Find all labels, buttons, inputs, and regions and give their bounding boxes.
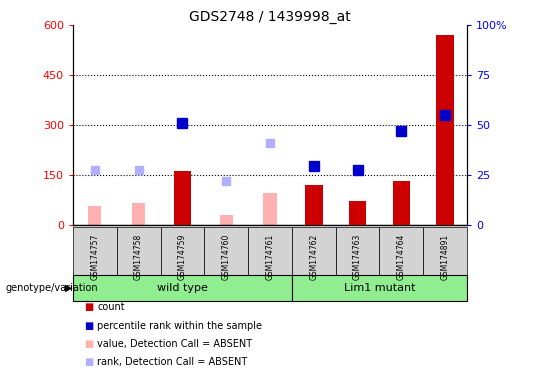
Text: ■: ■ <box>84 358 93 367</box>
Bar <box>393 181 410 225</box>
Title: GDS2748 / 1439998_at: GDS2748 / 1439998_at <box>189 10 351 24</box>
Text: GSM174761: GSM174761 <box>266 234 274 280</box>
Bar <box>305 185 322 225</box>
Text: rank, Detection Call = ABSENT: rank, Detection Call = ABSENT <box>97 358 247 367</box>
Text: value, Detection Call = ABSENT: value, Detection Call = ABSENT <box>97 339 252 349</box>
Text: GSM174757: GSM174757 <box>90 234 99 280</box>
Text: count: count <box>97 302 125 312</box>
Text: genotype/variation: genotype/variation <box>5 283 98 293</box>
Text: GSM174759: GSM174759 <box>178 234 187 280</box>
Text: GSM174891: GSM174891 <box>441 234 450 280</box>
Bar <box>174 171 191 225</box>
Text: GSM174758: GSM174758 <box>134 234 143 280</box>
Bar <box>220 215 233 225</box>
Bar <box>436 35 454 225</box>
Text: ▶: ▶ <box>65 283 72 293</box>
Bar <box>132 203 145 225</box>
Bar <box>349 201 366 225</box>
Text: GSM174760: GSM174760 <box>222 234 231 280</box>
Bar <box>88 206 102 225</box>
Text: wild type: wild type <box>157 283 208 293</box>
Text: percentile rank within the sample: percentile rank within the sample <box>97 321 262 331</box>
Text: ■: ■ <box>84 339 93 349</box>
Text: ■: ■ <box>84 321 93 331</box>
Text: ■: ■ <box>84 302 93 312</box>
Text: GSM174764: GSM174764 <box>397 234 406 280</box>
Text: GSM174762: GSM174762 <box>309 234 318 280</box>
Text: GSM174763: GSM174763 <box>353 234 362 280</box>
Text: Lim1 mutant: Lim1 mutant <box>344 283 415 293</box>
Bar <box>264 193 276 225</box>
